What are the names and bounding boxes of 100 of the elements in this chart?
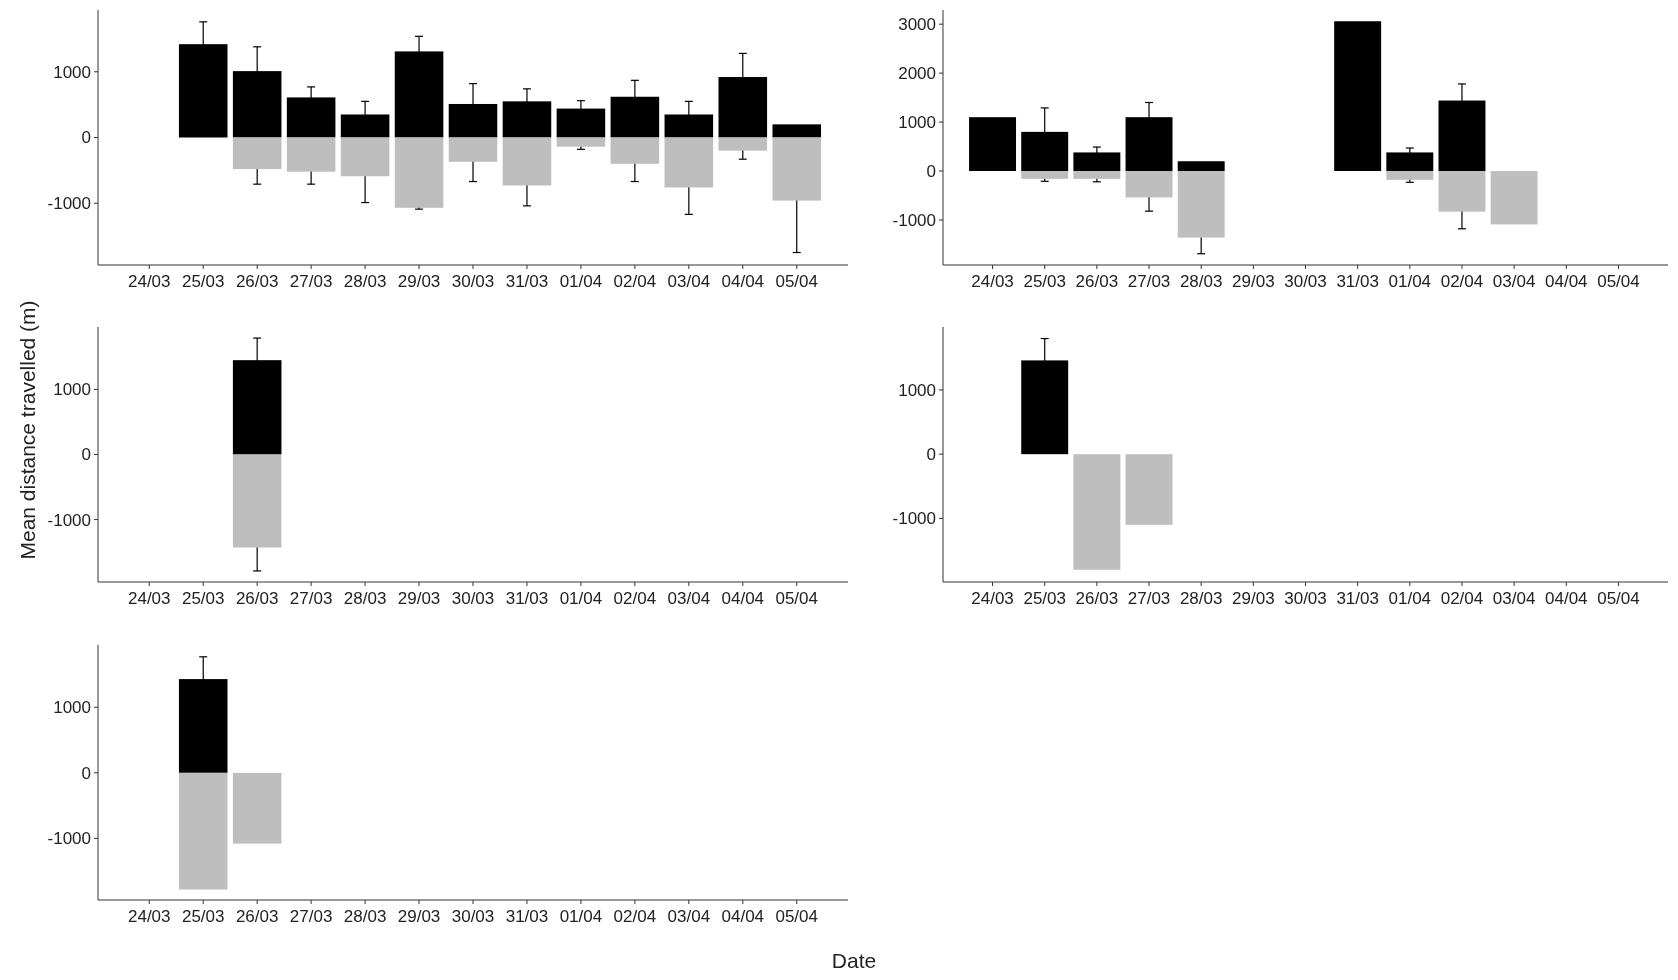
x-tick-label: 03/04: [667, 589, 711, 608]
x-tick-label: 31/03: [505, 907, 549, 926]
bar: [1177, 171, 1225, 238]
y-tick-label: 1000: [898, 113, 936, 133]
x-tick-label: 04/04: [721, 272, 765, 291]
x-tick-label: 24/03: [971, 589, 1014, 608]
bar: [1386, 171, 1434, 180]
x-tick-label: 02/04: [613, 907, 657, 926]
x-tick-label: 01/04: [1388, 589, 1432, 608]
y-tick-label: -1000: [47, 510, 91, 530]
x-tick-label: 04/04: [721, 589, 765, 608]
x-tick-label: 03/04: [1492, 589, 1536, 608]
y-tick-label: 1000: [53, 380, 91, 400]
x-tick-label: 27/03: [289, 907, 333, 926]
bar: [232, 137, 282, 170]
x-tick-label: 29/03: [1232, 272, 1275, 291]
y-tick-label: 1000: [898, 380, 936, 400]
x-tick-label: 04/04: [1545, 272, 1588, 291]
x-tick-label: 04/04: [721, 907, 765, 926]
bar: [610, 137, 660, 164]
x-tick-label: 05/04: [775, 272, 819, 291]
y-tick-label: -1000: [892, 210, 936, 230]
bar: [1125, 171, 1173, 198]
x-tick-label: 28/03: [343, 907, 387, 926]
y-tick-label: 1000: [53, 698, 91, 718]
x-tick-label: 25/03: [181, 907, 225, 926]
x-tick-label: 30/03: [1284, 272, 1327, 291]
x-tick-label: 26/03: [1075, 272, 1119, 291]
x-tick-label: 24/03: [127, 272, 171, 291]
x-tick-label: 29/03: [397, 272, 441, 291]
y-tick-label: 0: [926, 445, 936, 465]
x-tick-label: 30/03: [451, 272, 495, 291]
x-tick-label: 03/04: [1492, 272, 1536, 291]
bar: [1490, 171, 1538, 225]
x-tick-label: 05/04: [775, 907, 819, 926]
bar: [718, 137, 768, 151]
bar: [772, 137, 822, 201]
y-tick-label: 3000: [898, 15, 936, 35]
x-tick-label: 30/03: [451, 589, 495, 608]
x-tick-label: 05/04: [775, 589, 819, 608]
bar: [556, 137, 606, 147]
bar: [1073, 171, 1121, 179]
y-tick-label: -1000: [892, 509, 936, 529]
x-tick-label: 01/04: [559, 589, 603, 608]
bar: [394, 137, 444, 208]
bar: [664, 137, 714, 188]
x-tick-label: 29/03: [397, 589, 441, 608]
y-tick-label: -1000: [47, 829, 91, 849]
x-axis-title: Date: [831, 949, 877, 972]
x-tick-label: 26/03: [235, 589, 279, 608]
y-tick-label: 0: [926, 161, 936, 181]
x-tick-label: 28/03: [343, 272, 387, 291]
bar: [448, 137, 498, 162]
bar: [1177, 161, 1225, 172]
bar: [340, 137, 390, 177]
x-tick-label: 31/03: [505, 589, 549, 608]
x-tick-label: 24/03: [127, 589, 171, 608]
x-tick-label: 02/04: [613, 272, 657, 291]
y-tick-label: -1000: [47, 194, 91, 214]
x-tick-label: 30/03: [451, 907, 495, 926]
y-tick-label: 0: [81, 128, 91, 148]
x-tick-label: 31/03: [1336, 272, 1379, 291]
x-tick-label: 03/04: [667, 907, 711, 926]
x-tick-label: 29/03: [1232, 589, 1275, 608]
y-axis-title: Mean distance travelled (m): [16, 300, 39, 560]
x-tick-label: 05/04: [1597, 589, 1640, 608]
bar: [1021, 171, 1069, 179]
bar: [502, 137, 552, 186]
y-tick-label: 0: [81, 763, 91, 783]
x-tick-label: 27/03: [1127, 589, 1171, 608]
bar: [772, 124, 822, 138]
x-tick-label: 03/04: [667, 272, 711, 291]
x-tick-label: 28/03: [1179, 272, 1223, 291]
bar: [1386, 152, 1434, 172]
bar: [286, 137, 336, 172]
x-tick-label: 24/03: [971, 272, 1014, 291]
x-tick-label: 27/03: [1127, 272, 1171, 291]
x-tick-label: 30/03: [1284, 589, 1327, 608]
x-tick-label: 02/04: [613, 589, 657, 608]
x-tick-label: 26/03: [235, 272, 279, 291]
x-tick-label: 01/04: [559, 272, 603, 291]
x-tick-label: 25/03: [181, 589, 225, 608]
x-tick-label: 25/03: [1023, 272, 1066, 291]
bar: [1073, 152, 1121, 172]
x-tick-label: 24/03: [127, 907, 171, 926]
x-tick-label: 28/03: [343, 589, 387, 608]
y-tick-label: 1000: [53, 62, 91, 82]
bar: [1334, 21, 1382, 172]
x-tick-label: 29/03: [397, 907, 441, 926]
x-tick-label: 27/03: [289, 589, 333, 608]
x-tick-label: 25/03: [181, 272, 225, 291]
x-tick-label: 02/04: [1440, 272, 1484, 291]
x-tick-label: 27/03: [289, 272, 333, 291]
x-tick-label: 25/03: [1023, 589, 1066, 608]
x-tick-label: 26/03: [235, 907, 279, 926]
x-tick-label: 31/03: [505, 272, 549, 291]
x-tick-label: 01/04: [1388, 272, 1432, 291]
x-tick-label: 31/03: [1336, 589, 1379, 608]
x-tick-label: 05/04: [1597, 272, 1640, 291]
x-tick-label: 02/04: [1440, 589, 1484, 608]
